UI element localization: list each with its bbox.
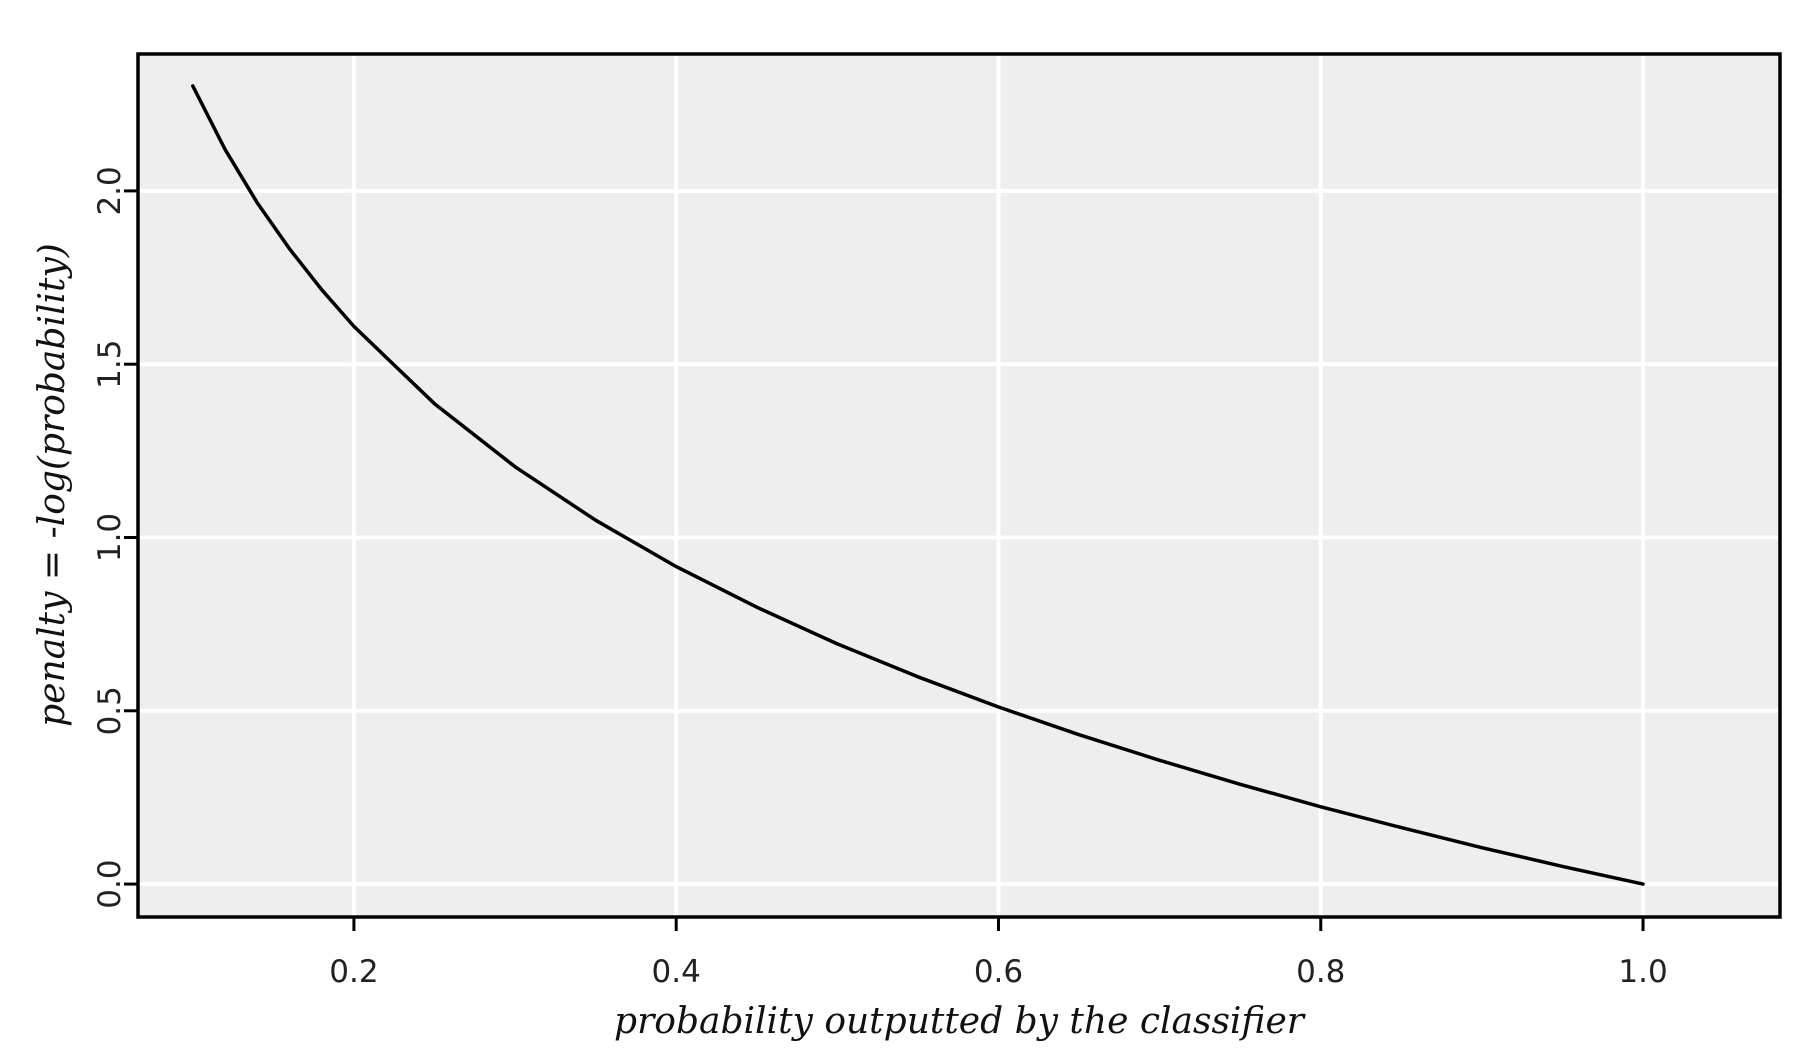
x-tick-labels: 0.2 0.4 0.6 0.8 1.0	[329, 954, 1667, 990]
x-tick-label: 0.8	[1296, 954, 1345, 990]
y-tick-labels: 0.0 0.5 1.0 1.5 2.0	[92, 166, 128, 908]
x-axis-label: probability outputted by the classifier	[614, 1001, 1306, 1042]
y-tick-label: 2.0	[92, 166, 128, 215]
x-tick-label: 0.2	[329, 954, 378, 990]
y-tick-label: 0.5	[92, 686, 128, 735]
x-tick-label: 1.0	[1618, 954, 1667, 990]
plot-panel	[138, 54, 1780, 917]
grid	[138, 54, 1780, 917]
y-tick-label: 1.0	[92, 513, 128, 562]
series-line	[191, 84, 1645, 886]
y-tick-label: 1.5	[92, 340, 128, 389]
y-axis-label: penalty = -log(probability)	[32, 243, 73, 727]
y-tick-label: 0.0	[92, 859, 128, 908]
ticks	[124, 189, 1645, 931]
x-tick-label: 0.4	[652, 954, 701, 990]
plot-frame	[136, 52, 1782, 919]
x-tick-label: 0.6	[974, 954, 1023, 990]
